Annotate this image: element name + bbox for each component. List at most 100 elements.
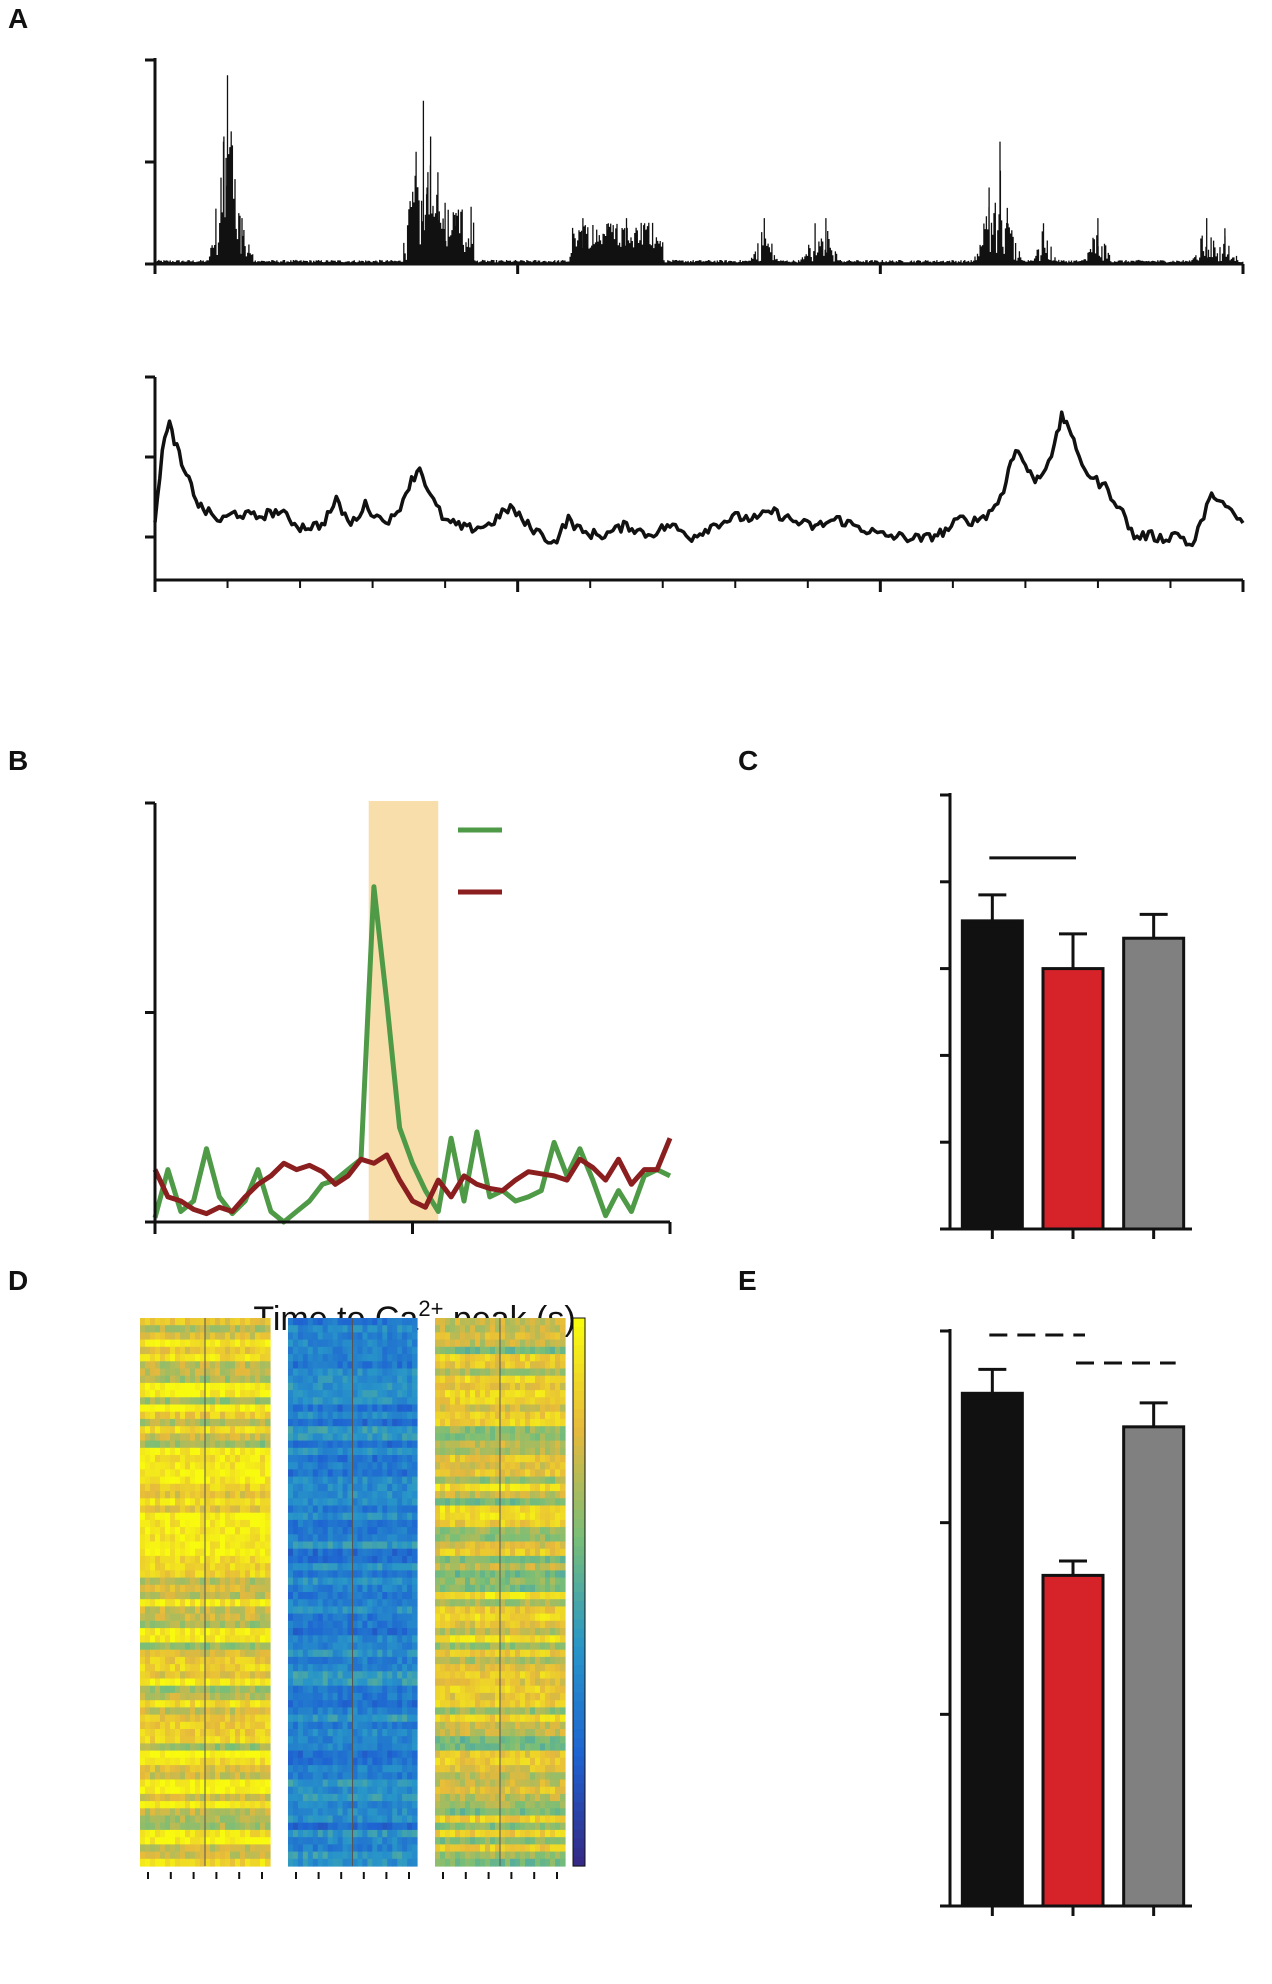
heatmap-cell — [265, 1462, 271, 1470]
heatmap-cell — [165, 1815, 171, 1824]
heatmap-cell — [145, 1563, 151, 1571]
heatmap-cell — [382, 1678, 388, 1687]
heatmap-cell — [520, 1411, 526, 1420]
heatmap-cell — [255, 1483, 261, 1492]
heatmap-cell — [357, 1750, 364, 1759]
heatmap-cell — [155, 1469, 161, 1478]
heatmap-cell — [215, 1505, 221, 1514]
heatmap-cell — [317, 1462, 324, 1470]
heatmap-cell — [470, 1498, 476, 1507]
heatmap-cell — [342, 1577, 349, 1586]
heatmap-cell — [205, 1447, 211, 1456]
heatmap-cell — [322, 1793, 329, 1802]
heatmap-cell — [293, 1736, 299, 1744]
heatmap-cell — [412, 1519, 418, 1528]
heatmap-cell — [180, 1736, 186, 1744]
heatmap-cell — [362, 1527, 368, 1535]
heatmap-cell — [352, 1433, 359, 1442]
heatmap-cell — [510, 1397, 516, 1406]
heatmap-cell — [435, 1368, 441, 1377]
heatmap-cell — [140, 1678, 146, 1687]
heatmap-cell — [445, 1368, 451, 1377]
heatmap-cell — [337, 1570, 344, 1579]
heatmap-cell — [210, 1592, 216, 1600]
heatmap-cell — [260, 1411, 266, 1420]
heatmap-cell — [180, 1635, 186, 1644]
heatmap-cell — [265, 1815, 271, 1824]
heatmap-cell — [445, 1397, 451, 1406]
heatmap-cell — [205, 1397, 211, 1406]
heatmap-cell — [515, 1346, 521, 1355]
heatmap-cell — [480, 1382, 486, 1391]
heatmap-cell — [185, 1620, 191, 1629]
heatmap-cell — [160, 1505, 166, 1514]
heatmap-cell — [225, 1613, 231, 1622]
heatmap-cell — [545, 1491, 551, 1499]
heatmap-cell — [397, 1346, 403, 1355]
heatmap-cell — [245, 1592, 251, 1600]
heatmap-cell — [440, 1361, 446, 1370]
heatmap-cell — [560, 1375, 566, 1384]
heatmap-cell — [337, 1606, 344, 1615]
heatmap-cell — [302, 1325, 309, 1333]
heatmap-cell — [332, 1801, 339, 1809]
heatmap-cell — [220, 1714, 226, 1723]
heatmap-cell — [180, 1390, 186, 1398]
heatmap-cell — [175, 1685, 181, 1694]
heatmap-cell — [160, 1656, 166, 1665]
heatmap-cell — [245, 1750, 251, 1759]
heatmap-cell — [332, 1714, 339, 1723]
heatmap-cell — [362, 1411, 368, 1420]
heatmap-cell — [382, 1534, 388, 1543]
heatmap-cell — [322, 1325, 329, 1333]
heatmap-cell — [500, 1397, 506, 1406]
heatmap-cell — [150, 1584, 156, 1593]
heatmap-cell — [140, 1541, 146, 1550]
heatmap-cell — [435, 1491, 441, 1499]
heatmap-cell — [180, 1577, 186, 1586]
heatmap-cell — [195, 1829, 201, 1838]
heatmap-cell — [397, 1815, 403, 1824]
heatmap-cell — [402, 1685, 408, 1694]
heatmap-cell — [205, 1577, 211, 1586]
heatmap-cell — [322, 1628, 329, 1636]
heatmap-cell — [293, 1527, 299, 1535]
heatmap-cell — [382, 1628, 388, 1636]
heatmap-cell — [170, 1736, 176, 1744]
heatmap-cell — [265, 1476, 271, 1485]
heatmap-cell — [480, 1411, 486, 1420]
heatmap-cell — [352, 1793, 359, 1802]
heatmap-cell — [362, 1447, 368, 1456]
heatmap-cell — [180, 1375, 186, 1384]
heatmap-cell — [312, 1346, 319, 1355]
heatmap-cell — [412, 1339, 418, 1348]
heatmap-cell — [357, 1577, 364, 1586]
heatmap-cell — [297, 1491, 304, 1499]
heatmap-cell — [545, 1563, 551, 1571]
heatmap-cell — [397, 1512, 403, 1521]
heatmap-cell — [195, 1469, 201, 1478]
heatmap-cell — [215, 1729, 221, 1737]
heatmap-cell — [332, 1837, 339, 1845]
heatmap-cell — [475, 1555, 481, 1564]
heatmap-cell — [250, 1570, 256, 1579]
heatmap-cell — [347, 1700, 354, 1708]
heatmap-cell — [500, 1476, 506, 1485]
heatmap-cell — [357, 1664, 364, 1672]
heatmap-cell — [180, 1541, 186, 1550]
heatmap-cell — [407, 1808, 413, 1817]
heatmap-cell — [150, 1483, 156, 1492]
heatmap-cell — [455, 1447, 461, 1456]
heatmap-cell — [150, 1498, 156, 1507]
heatmap-cell — [220, 1649, 226, 1658]
heatmap-cell — [445, 1404, 451, 1413]
heatmap-cell — [265, 1397, 271, 1406]
heatmap-cell — [317, 1837, 324, 1845]
heatmap-cell — [545, 1512, 551, 1521]
heatmap-cell — [225, 1361, 231, 1370]
heatmap-cell — [342, 1346, 349, 1355]
heatmap-cell — [455, 1346, 461, 1355]
heatmap-cell — [260, 1656, 266, 1665]
heatmap-cell — [260, 1318, 266, 1326]
heatmap-cell — [460, 1397, 466, 1406]
